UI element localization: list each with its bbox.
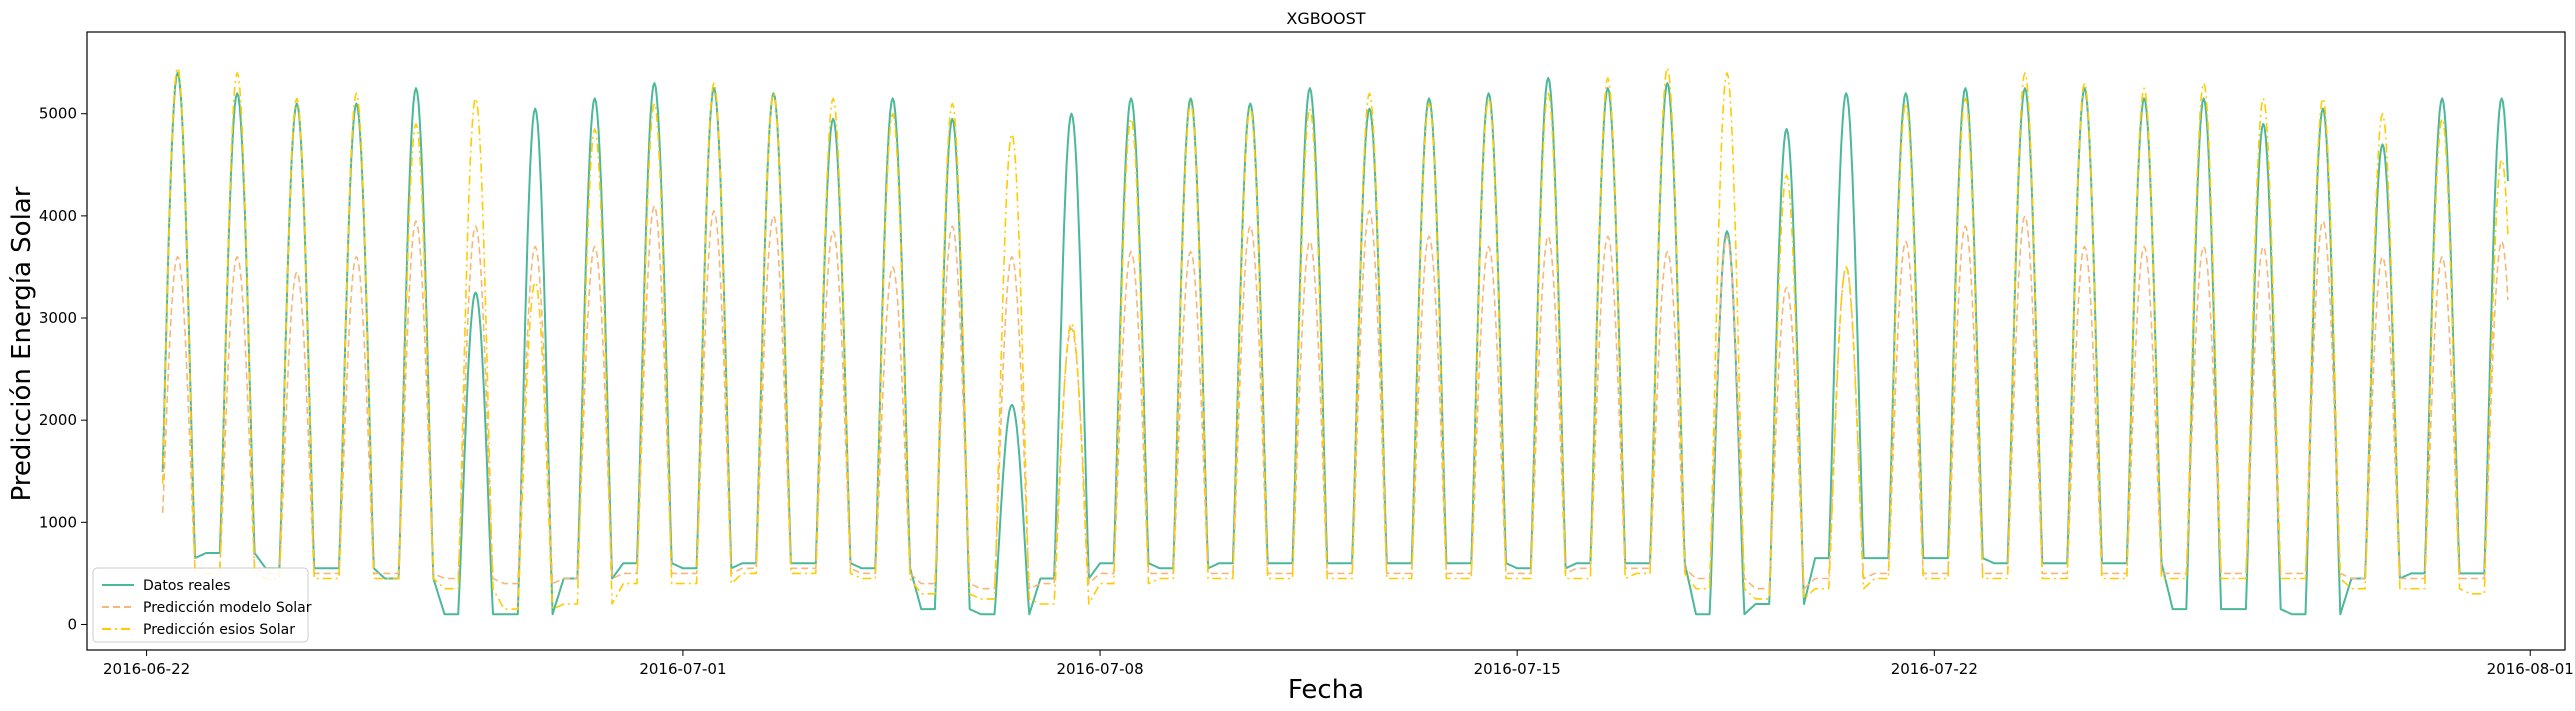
y-tick-label: 0 bbox=[67, 615, 77, 633]
series-line-2 bbox=[161, 204, 2509, 590]
series-line-3 bbox=[161, 67, 2509, 610]
x-tick-label: 2016-07-15 bbox=[1474, 660, 1561, 678]
x-tick-label: 2016-08-01 bbox=[2487, 660, 2574, 678]
series-line-1 bbox=[161, 71, 2509, 616]
y-tick-label: 4000 bbox=[39, 207, 77, 225]
y-tick-label: 3000 bbox=[39, 309, 77, 327]
y-tick-label: 5000 bbox=[39, 105, 77, 123]
legend-label-1: Datos reales bbox=[143, 578, 231, 594]
legend-label-3: Predicción esios Solar bbox=[143, 622, 295, 638]
x-tick-label: 2016-07-08 bbox=[1056, 660, 1143, 678]
y-tick-label: 1000 bbox=[39, 513, 77, 531]
y-tick-label: 2000 bbox=[39, 411, 77, 429]
legend-label-2: Predicción modelo Solar bbox=[143, 600, 312, 616]
x-axis-label: Fecha bbox=[1288, 675, 1364, 705]
x-tick-label: 2016-07-22 bbox=[1891, 660, 1978, 678]
x-tick-label: 2016-06-22 bbox=[103, 660, 190, 678]
y-axis-label: Predicción Energía Solar bbox=[7, 186, 37, 501]
legend bbox=[92, 567, 309, 643]
chart-title: XGBOOST bbox=[1286, 9, 1365, 28]
x-tick-label: 2016-07-01 bbox=[639, 660, 726, 678]
plot-frame bbox=[86, 31, 2566, 651]
